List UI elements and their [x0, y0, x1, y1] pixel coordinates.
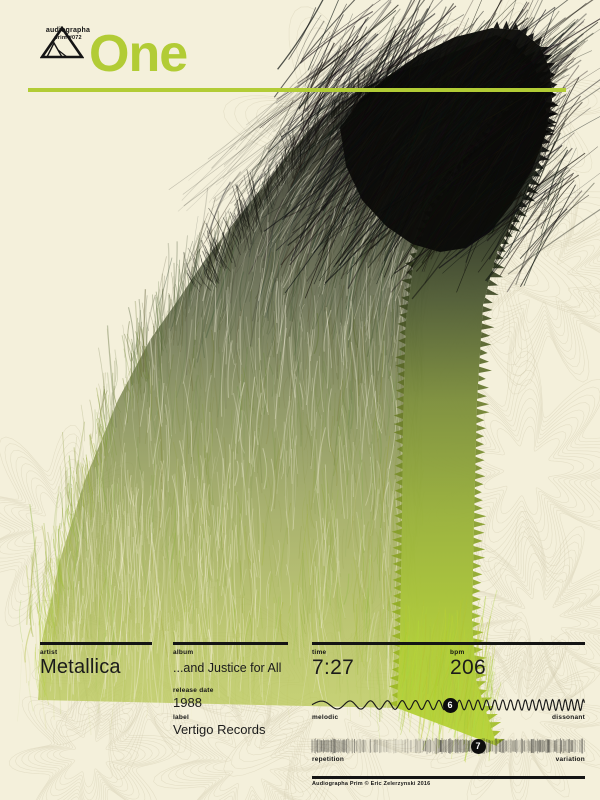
artist-rule: [40, 642, 152, 645]
audiographa-logo: audiographa prim #072: [40, 26, 96, 59]
repetition-scale-right-label: variation: [555, 756, 585, 763]
release-date-label: release date: [173, 687, 214, 694]
album-value: ...and Justice for All: [173, 661, 282, 675]
credit-rule: [312, 776, 585, 779]
black-mass: [259, 0, 600, 300]
record-label-value: Vertigo Records: [173, 722, 266, 737]
album-label: album: [173, 649, 194, 656]
repetition-scale-left-label: repetition: [312, 756, 345, 763]
melodic-scale-left-label: melodic: [312, 714, 339, 721]
album-rule: [173, 642, 288, 645]
time-value: 7:27: [312, 656, 355, 679]
title-underline: [28, 88, 566, 92]
time-label: time: [312, 649, 327, 656]
record-label-label: label: [173, 714, 190, 721]
logo-triangle-icon: [40, 26, 84, 59]
bpm-label: bpm: [450, 649, 465, 656]
melodic-score-badge: 6: [442, 697, 458, 713]
brand-name: audiographa: [45, 27, 91, 34]
release-date-value: 1988: [173, 695, 202, 710]
repetition-score-badge: 7: [470, 738, 486, 754]
artist-label: artist: [40, 649, 58, 656]
time-bpm-rule: [312, 642, 585, 645]
credit-line: Audiographa Prim © Eric Zelerzynski 2016: [312, 781, 431, 787]
artist-value: Metallica: [40, 656, 121, 678]
song-title: One: [89, 25, 188, 83]
bpm-value: 206: [450, 656, 486, 679]
repetition-variation-barcode: [311, 737, 585, 755]
melodic-scale-right-label: dissonant: [552, 714, 585, 721]
